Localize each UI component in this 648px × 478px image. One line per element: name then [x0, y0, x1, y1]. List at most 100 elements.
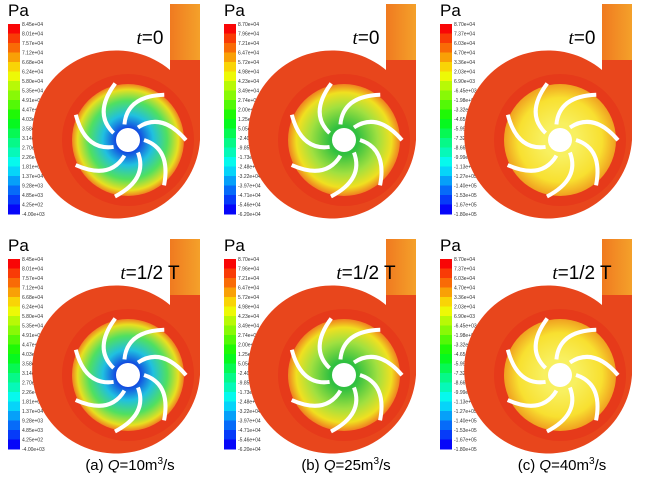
- panel: Pa8.45e+048.01e+047.57e+047.12e+046.68e+…: [8, 236, 200, 453]
- colorbar-band: [8, 205, 20, 215]
- colorbar-band: [440, 100, 452, 110]
- colorbar-band: [440, 24, 452, 34]
- colorbar-label: 8.70e+04: [238, 257, 259, 263]
- colorbar-band: [440, 297, 452, 307]
- colorbar-band: [224, 186, 236, 196]
- colorbar-label: 6.47e+04: [238, 51, 259, 57]
- colorbar-label: -1.40e+05: [454, 419, 477, 425]
- colorbar-band: [440, 176, 452, 186]
- colorbar-band: [224, 100, 236, 110]
- colorbar-band: [224, 440, 236, 450]
- colorbar-label: 7.37e+04: [454, 32, 475, 38]
- colorbar-label: 6.24e+04: [22, 305, 43, 311]
- colorbar-label: -3.97e+04: [238, 184, 261, 190]
- colorbar-band: [224, 259, 236, 269]
- time-label: t=1/2 T: [336, 263, 396, 284]
- colorbar-band: [440, 195, 452, 205]
- time-rest: =1/2 T: [126, 263, 180, 284]
- colorbar-band: [440, 316, 452, 326]
- colorbar-label: 4.23e+04: [238, 79, 259, 85]
- time-label: t=0: [569, 28, 596, 49]
- hub: [332, 363, 356, 387]
- colorbar-band: [8, 119, 20, 129]
- colorbar-band: [440, 53, 452, 63]
- colorbar-band: [8, 34, 20, 44]
- colorbar-label: -1.40e+05: [454, 184, 477, 190]
- colorbar-unit: Pa: [440, 1, 461, 20]
- colorbar-label: -1.53e+05: [454, 428, 477, 434]
- colorbar-band: [224, 335, 236, 345]
- colorbar-band: [8, 345, 20, 355]
- colorbar-band: [440, 430, 452, 440]
- hub: [116, 363, 140, 387]
- colorbar-band: [440, 288, 452, 298]
- colorbar-band: [440, 138, 452, 148]
- hub: [332, 128, 356, 152]
- time-label: t=0: [353, 28, 380, 49]
- colorbar-label: -1.80e+05: [454, 447, 477, 453]
- caption-prefix: (c): [518, 457, 540, 474]
- colorbar-band: [8, 129, 20, 139]
- colorbar-label: 3.49e+04: [238, 89, 259, 95]
- colorbar-band: [440, 148, 452, 158]
- colorbar-band: [440, 205, 452, 215]
- colorbar-label: 4.98e+04: [238, 305, 259, 311]
- colorbar-label: -5.46e+04: [238, 438, 261, 444]
- colorbar-label: -5.46e+04: [238, 203, 261, 209]
- colorbar-band: [440, 81, 452, 91]
- colorbar-label: 8.01e+04: [22, 267, 43, 273]
- colorbar-band: [224, 354, 236, 364]
- colorbar-band: [8, 288, 20, 298]
- colorbar-band: [440, 335, 452, 345]
- colorbar-band: [224, 392, 236, 402]
- caption: (c) Q=40m3/s: [518, 456, 607, 474]
- colorbar-band: [224, 430, 236, 440]
- colorbar-label: 7.57e+04: [22, 41, 43, 47]
- colorbar-band: [224, 24, 236, 34]
- colorbar-band: [224, 167, 236, 177]
- colorbar-band: [224, 411, 236, 421]
- colorbar-band: [8, 62, 20, 72]
- colorbar-band: [224, 176, 236, 186]
- colorbar-label: 6.03e+04: [454, 41, 475, 47]
- colorbar-band: [440, 402, 452, 412]
- colorbar-label: 6.90e+03: [454, 314, 475, 320]
- colorbar-label: -4.71e+04: [238, 428, 261, 434]
- colorbar-unit: Pa: [8, 236, 29, 255]
- colorbar-band: [224, 345, 236, 355]
- colorbar-band: [440, 421, 452, 431]
- colorbar-label: 7.96e+04: [238, 32, 259, 38]
- caption-var: Q: [108, 457, 120, 474]
- colorbar-label: 4.85e+03: [22, 428, 43, 434]
- colorbar-band: [440, 110, 452, 120]
- colorbar-band: [224, 72, 236, 82]
- colorbar-band: [8, 43, 20, 53]
- colorbar-label: 2.03e+04: [454, 70, 475, 76]
- colorbar-band: [8, 278, 20, 288]
- colorbar-band: [440, 186, 452, 196]
- colorbar-band: [8, 72, 20, 82]
- colorbar-band: [440, 43, 452, 53]
- colorbar-band: [224, 383, 236, 393]
- colorbar-label: 6.68e+04: [22, 295, 43, 301]
- time-rest: =0: [142, 28, 164, 49]
- colorbar-band: [224, 110, 236, 120]
- colorbar-band: [8, 392, 20, 402]
- colorbar-band: [440, 383, 452, 393]
- colorbar-band: [8, 195, 20, 205]
- colorbar-band: [224, 373, 236, 383]
- colorbar-band: [8, 259, 20, 269]
- colorbar-label: -3.22e+04: [238, 174, 261, 180]
- colorbar-label: 3.49e+04: [238, 324, 259, 330]
- colorbar-band: [440, 119, 452, 129]
- colorbar-label: -6.45e+03: [454, 89, 477, 95]
- colorbar-band: [440, 91, 452, 101]
- colorbar-label: 3.36e+04: [454, 295, 475, 301]
- panel: Pa8.45e+048.01e+047.57e+047.12e+046.68e+…: [8, 1, 200, 218]
- colorbar-label: 4.98e+04: [238, 70, 259, 76]
- colorbar-label: 5.72e+04: [238, 295, 259, 301]
- colorbar-label: 5.80e+04: [22, 79, 43, 85]
- time-rest: =1/2 T: [342, 263, 396, 284]
- time-rest: =0: [574, 28, 596, 49]
- colorbar-label: -1.53e+05: [454, 193, 477, 199]
